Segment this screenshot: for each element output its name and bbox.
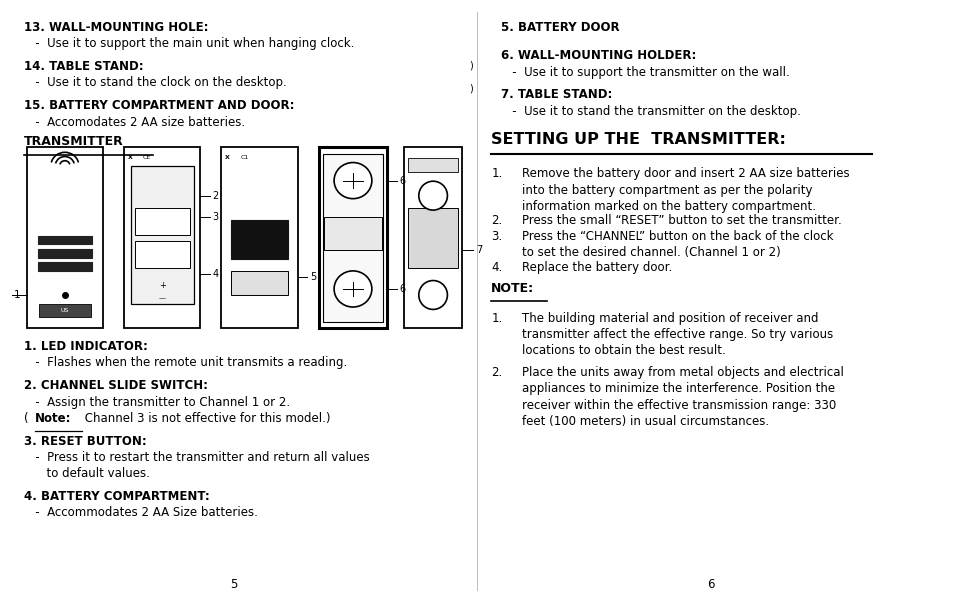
Text: to set the desired channel. (Channel 1 or 2): to set the desired channel. (Channel 1 o… (521, 246, 780, 259)
Text: into the battery compartment as per the polarity: into the battery compartment as per the … (521, 184, 812, 197)
Text: 4: 4 (213, 269, 218, 279)
Text: C1: C1 (240, 155, 249, 160)
Text: receiver within the effective transmission range: 330: receiver within the effective transmissi… (521, 399, 835, 412)
Text: 3: 3 (213, 212, 218, 222)
Bar (324, 217, 381, 250)
Text: Replace the battery door.: Replace the battery door. (521, 261, 671, 274)
Ellipse shape (334, 163, 372, 199)
Text: 6: 6 (706, 578, 714, 591)
Text: -  Press it to restart the transmitter and return all values: - Press it to restart the transmitter an… (24, 451, 369, 464)
Text: 7: 7 (476, 245, 482, 255)
Text: Press the small “RESET” button to set the transmitter.: Press the small “RESET” button to set th… (521, 214, 841, 227)
Text: to default values.: to default values. (24, 467, 150, 480)
Text: 13. WALL-MOUNTING HOLE:: 13. WALL-MOUNTING HOLE: (24, 21, 208, 34)
Bar (231, 271, 288, 295)
Text: Press the “CHANNEL” button on the back of the clock: Press the “CHANNEL” button on the back o… (521, 230, 833, 243)
Bar (134, 208, 190, 235)
Ellipse shape (334, 271, 372, 307)
Text: SETTING UP THE  TRANSMITTER:: SETTING UP THE TRANSMITTER: (491, 132, 785, 147)
Text: information marked on the battery compartment.: information marked on the battery compar… (521, 200, 815, 213)
Text: X: X (128, 155, 132, 160)
Ellipse shape (418, 181, 447, 210)
Text: 5: 5 (230, 578, 237, 591)
Bar (38, 236, 91, 244)
Text: (: ( (24, 412, 29, 425)
Bar (38, 249, 91, 258)
Text: 2.: 2. (491, 366, 502, 379)
Ellipse shape (418, 281, 447, 309)
Text: -  Use it to support the main unit when hanging clock.: - Use it to support the main unit when h… (24, 37, 354, 51)
Text: 1: 1 (13, 290, 20, 300)
Text: -  Accommodates 2 AA Size batteries.: - Accommodates 2 AA Size batteries. (24, 506, 257, 520)
Text: 15. BATTERY COMPARTMENT AND DOOR:: 15. BATTERY COMPARTMENT AND DOOR: (24, 99, 294, 113)
Text: -  Use it to stand the clock on the desktop.: - Use it to stand the clock on the deskt… (24, 76, 286, 90)
Bar (408, 158, 457, 172)
Text: appliances to minimize the interference. Position the: appliances to minimize the interference.… (521, 382, 834, 396)
Text: feet (100 meters) in usual circumstances.: feet (100 meters) in usual circumstances… (521, 415, 768, 428)
Text: 3.: 3. (491, 230, 502, 243)
Text: Remove the battery door and insert 2 AA size batteries: Remove the battery door and insert 2 AA … (521, 167, 848, 181)
Text: 1.: 1. (491, 312, 502, 325)
Text: 5. BATTERY DOOR: 5. BATTERY DOOR (500, 21, 618, 34)
Text: 2.: 2. (491, 214, 502, 227)
Text: 1.: 1. (491, 167, 502, 181)
Text: —: — (158, 295, 166, 301)
Text: CE: CE (143, 155, 152, 160)
Bar (131, 166, 193, 304)
Text: -  Accomodates 2 AA size batteries.: - Accomodates 2 AA size batteries. (24, 116, 245, 129)
Text: 6. WALL-MOUNTING HOLDER:: 6. WALL-MOUNTING HOLDER: (500, 49, 696, 63)
Text: Channel 3 is not effective for this model.): Channel 3 is not effective for this mode… (81, 412, 331, 425)
Text: 6: 6 (399, 284, 405, 294)
Text: The building material and position of receiver and: The building material and position of re… (521, 312, 818, 325)
Bar (318, 147, 387, 328)
Bar (408, 208, 457, 268)
Text: +: + (158, 282, 166, 290)
Text: X: X (225, 155, 230, 160)
Text: 7. TABLE STAND:: 7. TABLE STAND: (500, 88, 612, 102)
Text: 1. LED INDICATOR:: 1. LED INDICATOR: (24, 340, 148, 353)
Text: Note:: Note: (35, 412, 71, 425)
Bar (404, 147, 461, 328)
Text: 2: 2 (213, 191, 219, 200)
Text: 6: 6 (399, 176, 405, 185)
Bar (323, 154, 382, 322)
Text: ): ) (469, 84, 473, 93)
Bar (27, 147, 103, 328)
Text: 2. CHANNEL SLIDE SWITCH:: 2. CHANNEL SLIDE SWITCH: (24, 379, 208, 393)
Bar (231, 220, 288, 259)
Text: 5: 5 (310, 272, 316, 282)
Text: locations to obtain the best result.: locations to obtain the best result. (521, 344, 725, 358)
Text: 14. TABLE STAND:: 14. TABLE STAND: (24, 60, 143, 73)
Text: NOTE:: NOTE: (491, 282, 534, 295)
Bar (39, 304, 91, 317)
Text: transmitter affect the effective range. So try various: transmitter affect the effective range. … (521, 328, 832, 341)
Bar (134, 241, 190, 268)
Text: TRANSMITTER: TRANSMITTER (24, 135, 124, 149)
Text: 4.: 4. (491, 261, 502, 274)
Text: ): ) (469, 61, 473, 70)
Text: US: US (61, 308, 69, 313)
Bar (221, 147, 297, 328)
Text: -  Flashes when the remote unit transmits a reading.: - Flashes when the remote unit transmits… (24, 356, 347, 370)
Text: -  Assign the transmitter to Channel 1 or 2.: - Assign the transmitter to Channel 1 or… (24, 396, 290, 409)
Text: 3. RESET BUTTON:: 3. RESET BUTTON: (24, 435, 147, 448)
Bar (38, 262, 91, 271)
Text: 4. BATTERY COMPARTMENT:: 4. BATTERY COMPARTMENT: (24, 490, 210, 503)
Text: Place the units away from metal objects and electrical: Place the units away from metal objects … (521, 366, 842, 379)
Bar (124, 147, 200, 328)
Text: -  Use it to support the transmitter on the wall.: - Use it to support the transmitter on t… (500, 66, 789, 79)
Text: -  Use it to stand the transmitter on the desktop.: - Use it to stand the transmitter on the… (500, 105, 800, 118)
